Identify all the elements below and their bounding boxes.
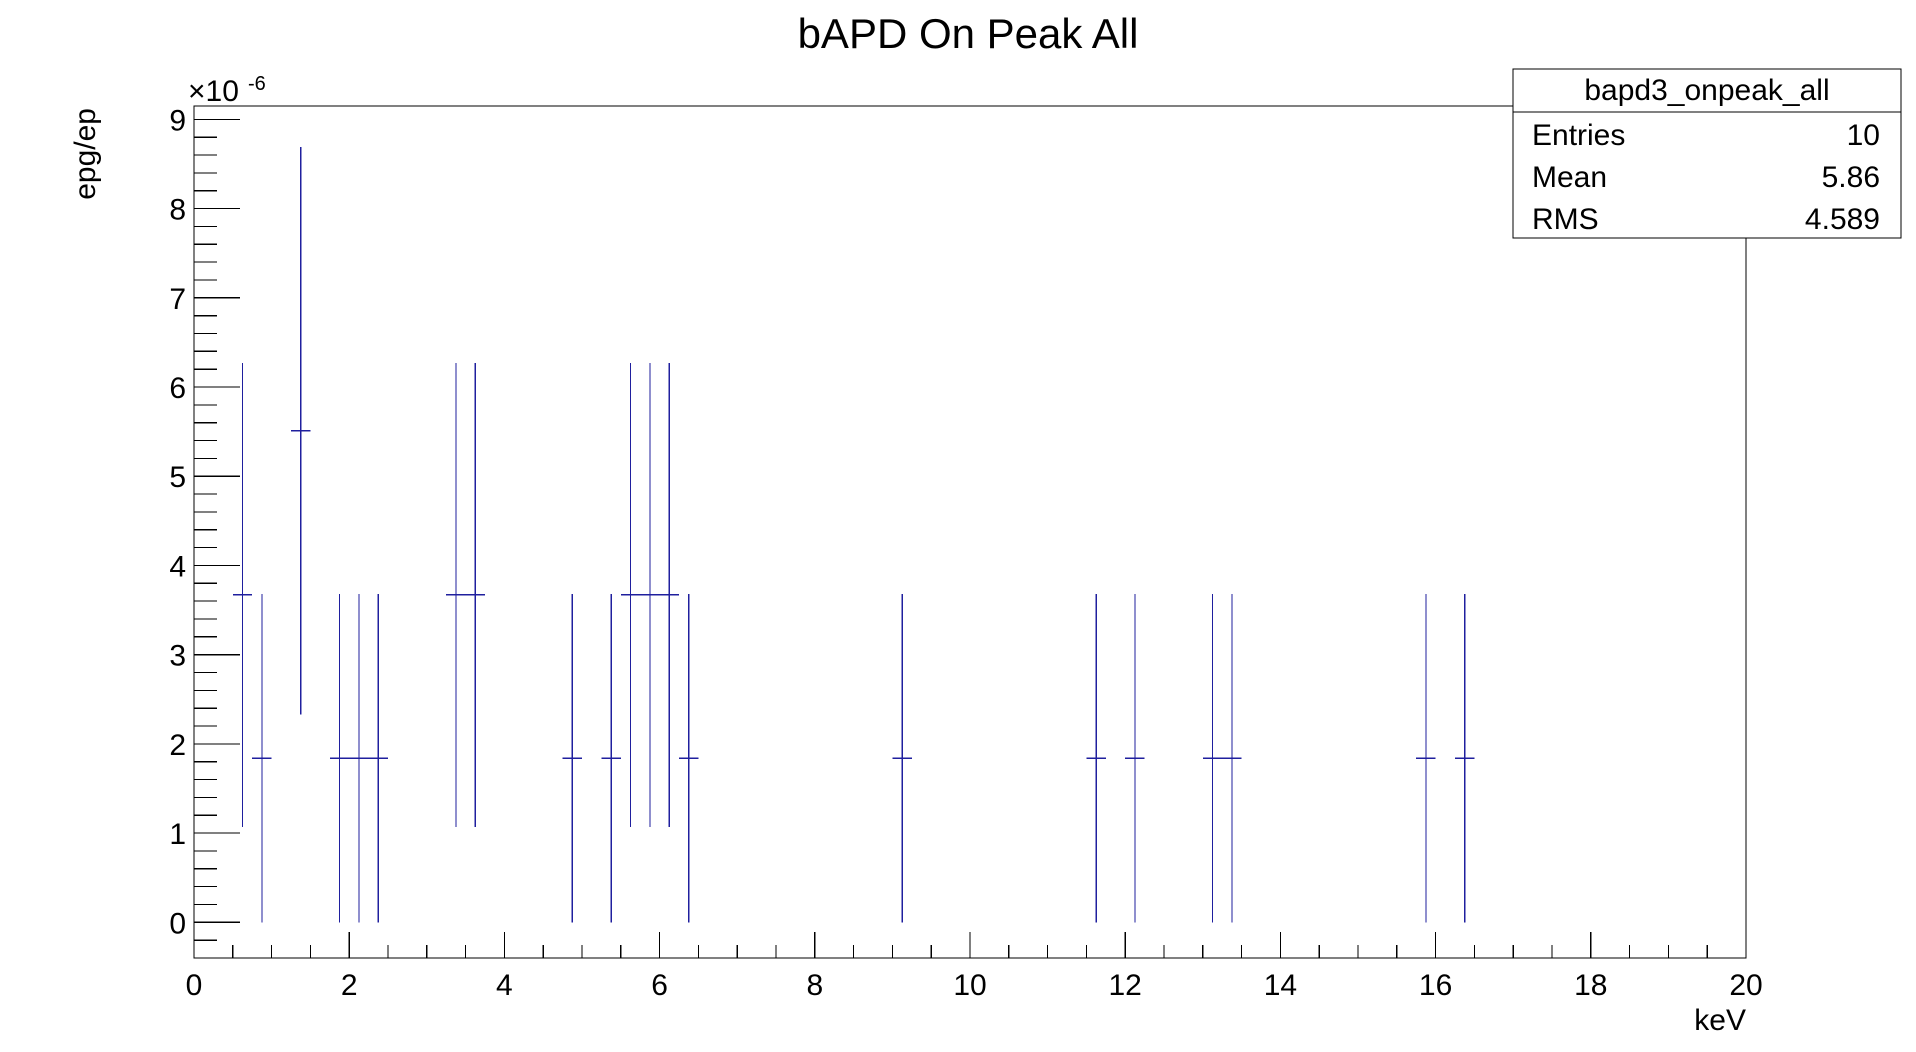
y-tick-label: 2 xyxy=(169,729,186,762)
data-point xyxy=(620,362,641,827)
x-tick-label: 2 xyxy=(341,969,358,1002)
stats-mean-value: 5.86 xyxy=(1822,161,1880,194)
stats-box-name: bapd3_onpeak_all xyxy=(1584,74,1829,107)
stats-box-frame xyxy=(1512,68,1902,239)
x-tick-label: 18 xyxy=(1574,969,1607,1002)
data-point xyxy=(349,594,369,923)
data-point xyxy=(446,362,466,827)
x-tick-label: 4 xyxy=(496,969,513,1002)
data-point xyxy=(1202,594,1223,923)
y-axis-tick-labels: 0 1 2 3 4 5 6 7 8 9 xyxy=(169,104,186,940)
data-point xyxy=(601,594,621,923)
x-tick-label: 6 xyxy=(651,969,668,1002)
data-point xyxy=(659,362,679,827)
x-axis-ticks xyxy=(193,932,1747,958)
stats-rms-value: 4.589 xyxy=(1805,203,1880,236)
data-point xyxy=(291,147,311,715)
y-tick-label: 6 xyxy=(169,372,186,405)
y-tick-label: 7 xyxy=(169,283,186,316)
x-tick-label: 16 xyxy=(1419,969,1452,1002)
data-point xyxy=(640,362,660,827)
data-point xyxy=(368,594,388,923)
data-point xyxy=(892,594,912,923)
y-tick-label: 3 xyxy=(169,640,186,673)
y-tick-label: 0 xyxy=(169,907,186,940)
y-axis-ticks xyxy=(194,118,240,959)
stats-mean-label: Mean xyxy=(1532,161,1607,194)
stats-entries-value: 10 xyxy=(1847,119,1880,152)
data-point xyxy=(1086,594,1106,923)
x-tick-label: 8 xyxy=(806,969,823,1002)
y-tick-label: 4 xyxy=(169,550,186,583)
x-axis-tick-labels: 0 2 4 6 8 10 12 14 16 18 20 xyxy=(186,969,1763,1002)
data-point xyxy=(465,362,485,827)
stats-rms-label: RMS xyxy=(1532,203,1599,236)
data-point xyxy=(1125,594,1145,923)
y-tick-label: 1 xyxy=(169,818,186,851)
y-axis-label: epg/ep xyxy=(69,108,102,200)
y-axis-multiplier-exponent: -6 xyxy=(248,73,266,95)
y-tick-label: 5 xyxy=(169,461,186,494)
data-point xyxy=(232,362,253,827)
stats-entries-label: Entries xyxy=(1532,119,1625,152)
y-tick-label: 8 xyxy=(169,194,186,227)
x-tick-label: 20 xyxy=(1729,969,1762,1002)
data-point xyxy=(562,594,582,923)
x-axis-label: keV xyxy=(1694,1004,1746,1037)
x-tick-label: 14 xyxy=(1264,969,1297,1002)
x-tick-label: 10 xyxy=(953,969,986,1002)
y-axis-multiplier: ×10 xyxy=(188,75,239,108)
data-points xyxy=(232,147,1475,923)
data-point xyxy=(252,594,272,923)
y-tick-label: 9 xyxy=(169,104,186,137)
data-point xyxy=(1222,594,1242,923)
stats-box: bapd3_onpeak_all Entries 10 Mean 5.86 RM… xyxy=(1512,68,1902,239)
data-point xyxy=(1416,594,1436,923)
data-point xyxy=(679,594,699,923)
data-point xyxy=(329,594,350,923)
x-tick-label: 0 xyxy=(186,969,203,1002)
chart-title: bAPD On Peak All xyxy=(798,10,1139,57)
x-tick-label: 12 xyxy=(1109,969,1142,1002)
data-point xyxy=(1455,594,1475,923)
